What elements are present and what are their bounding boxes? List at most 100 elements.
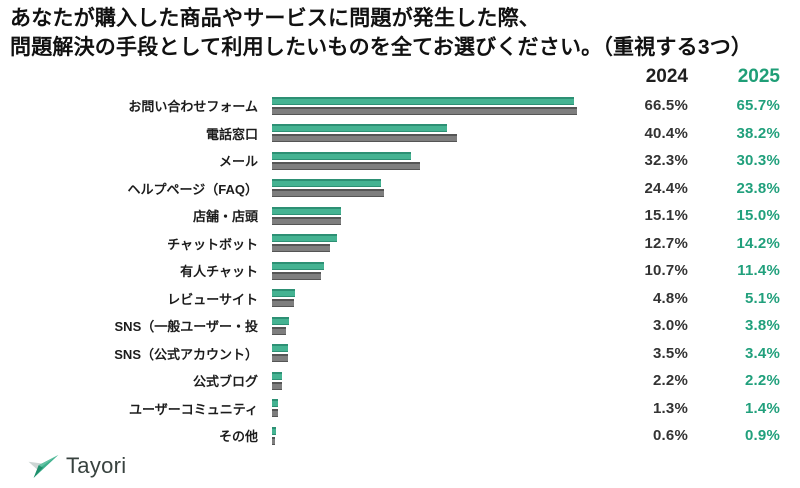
bar-group <box>264 261 596 280</box>
category-label: お問い合わせフォーム <box>128 99 258 115</box>
category-label: 公式ブログ <box>192 374 258 390</box>
chart-row-8: SNS（一般ユーザー・投 3.0% 3.8% <box>0 312 800 340</box>
value-2025: 38.2% <box>736 124 780 142</box>
category-label: 電話窓口 <box>205 126 258 142</box>
category-label: レビューサイト <box>167 291 258 307</box>
value-2024: 10.7% <box>644 262 688 280</box>
column-header-2024: 2024 <box>645 66 688 87</box>
bar-2025 <box>272 179 381 188</box>
bar-2025 <box>272 151 411 160</box>
bar-group <box>264 234 596 253</box>
chart-row-9: SNS（公式アカウント） 3.5% 3.4% <box>0 340 800 368</box>
bar-2024 <box>272 161 420 170</box>
bar-2024 <box>272 271 321 280</box>
value-2024: 12.7% <box>644 234 688 252</box>
bar-2024 <box>272 189 384 198</box>
bar-chart: 2024 2025 お問い合わせフォーム 66.5% 65.7% 電話窓口 40.4% 3… <box>0 64 800 450</box>
chart-title-line-1: あなたが購入した商品やサービスに問題が発生した際、 <box>10 7 540 30</box>
bar-2024 <box>272 436 275 445</box>
value-2025: 3.4% <box>745 344 780 362</box>
value-2024: 1.3% <box>653 399 688 417</box>
chart-row-1: 電話窓口 40.4% 38.2% <box>0 120 800 148</box>
bar-2024 <box>272 299 294 308</box>
bar-2025 <box>272 399 278 408</box>
chart-row-6: 有人チャット 10.7% 11.4% <box>0 257 800 285</box>
chart-rows: お問い合わせフォーム 66.5% 65.7% 電話窓口 40.4% 38.2% メール 32.… <box>0 92 800 450</box>
chart-row-7: レビューサイト 4.8% 5.1% <box>0 285 800 313</box>
value-2025: 3.8% <box>745 317 780 335</box>
bar-2024 <box>272 354 288 363</box>
bar-2025 <box>272 371 282 380</box>
category-label: チャットボット <box>167 236 258 252</box>
chart-title: あなたが購入した商品やサービスに問題が発生した際、 問題解決の手段として利用した… <box>10 4 752 62</box>
value-2024: 15.1% <box>644 207 688 225</box>
bar-group <box>264 426 596 445</box>
chart-row-12: その他 0.6% 0.9% <box>0 422 800 450</box>
bar-group <box>264 124 596 143</box>
bar-2025 <box>272 261 324 270</box>
bar-2024 <box>272 409 278 418</box>
bar-group <box>264 344 596 363</box>
chart-row-3: ヘルプページ（FAQ） 24.4% 23.8% <box>0 175 800 203</box>
paper-plane-icon <box>28 454 59 478</box>
category-label: ヘルプページ（FAQ） <box>127 181 258 197</box>
value-2024: 0.6% <box>653 427 688 445</box>
value-2024: 2.2% <box>653 372 688 390</box>
value-2025: 2.2% <box>745 372 780 390</box>
value-2024: 4.8% <box>653 289 688 307</box>
bar-group <box>264 399 596 418</box>
bar-group <box>264 96 596 115</box>
chart-row-5: チャットボット 12.7% 14.2% <box>0 230 800 258</box>
value-2024: 24.4% <box>644 179 688 197</box>
value-2024: 3.5% <box>653 344 688 362</box>
chart-title-line-2: 問題解決の手段として利用したいものを全てお選びください。（重視する3つ） <box>10 36 753 59</box>
value-2025: 30.3% <box>736 152 780 170</box>
category-label: 店舗・店頭 <box>192 209 258 225</box>
value-2024: 32.3% <box>644 152 688 170</box>
bar-group <box>264 316 596 335</box>
bar-2025 <box>272 426 276 435</box>
value-2024: 3.0% <box>653 317 688 335</box>
chart-row-0: お問い合わせフォーム 66.5% 65.7% <box>0 92 800 120</box>
bar-group <box>264 289 596 308</box>
category-label: SNS（一般ユーザー・投 <box>114 319 258 335</box>
bar-2025 <box>272 316 289 325</box>
category-label: SNS（公式アカウント） <box>114 346 258 362</box>
bar-group <box>264 151 596 170</box>
value-2025: 5.1% <box>745 289 780 307</box>
bar-2025 <box>272 206 341 215</box>
column-header-2025: 2025 <box>737 66 780 87</box>
category-label: 有人チャット <box>180 264 258 280</box>
category-label: その他 <box>218 429 258 445</box>
value-2025: 0.9% <box>745 427 780 445</box>
bar-2024 <box>272 134 457 143</box>
category-label: メール <box>218 154 258 170</box>
bar-group <box>264 206 596 225</box>
value-2025: 65.7% <box>736 97 780 115</box>
tayori-logo-text: Tayori <box>66 453 127 478</box>
value-2025: 15.0% <box>736 207 780 225</box>
bar-2024 <box>272 244 330 253</box>
value-2024: 66.5% <box>644 97 688 115</box>
value-2025: 11.4% <box>737 262 780 280</box>
bar-group <box>264 179 596 198</box>
bar-group <box>264 371 596 390</box>
chart-row-2: メール 32.3% 30.3% <box>0 147 800 175</box>
bar-2025 <box>272 344 288 353</box>
tayori-logo: Tayori <box>26 452 127 480</box>
value-2025: 1.4% <box>745 399 780 417</box>
chart-row-4: 店舗・店頭 15.1% 15.0% <box>0 202 800 230</box>
bar-2025 <box>272 289 295 298</box>
bar-2024 <box>272 216 341 225</box>
category-label: ユーザーコミュニティ <box>129 401 258 417</box>
bar-2025 <box>272 234 337 243</box>
value-2025: 14.2% <box>736 234 780 252</box>
value-2025: 23.8% <box>736 179 780 197</box>
chart-row-11: ユーザーコミュニティ 1.3% 1.4% <box>0 395 800 423</box>
bar-2025 <box>272 124 447 133</box>
bar-2024 <box>272 106 577 115</box>
column-headers: 2024 2025 <box>0 64 800 90</box>
value-2024: 40.4% <box>644 124 688 142</box>
chart-row-10: 公式ブログ 2.2% 2.2% <box>0 367 800 395</box>
